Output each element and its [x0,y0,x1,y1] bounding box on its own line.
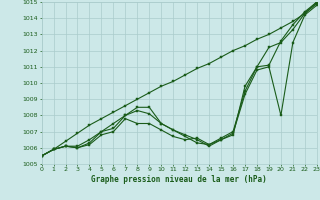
X-axis label: Graphe pression niveau de la mer (hPa): Graphe pression niveau de la mer (hPa) [91,175,267,184]
